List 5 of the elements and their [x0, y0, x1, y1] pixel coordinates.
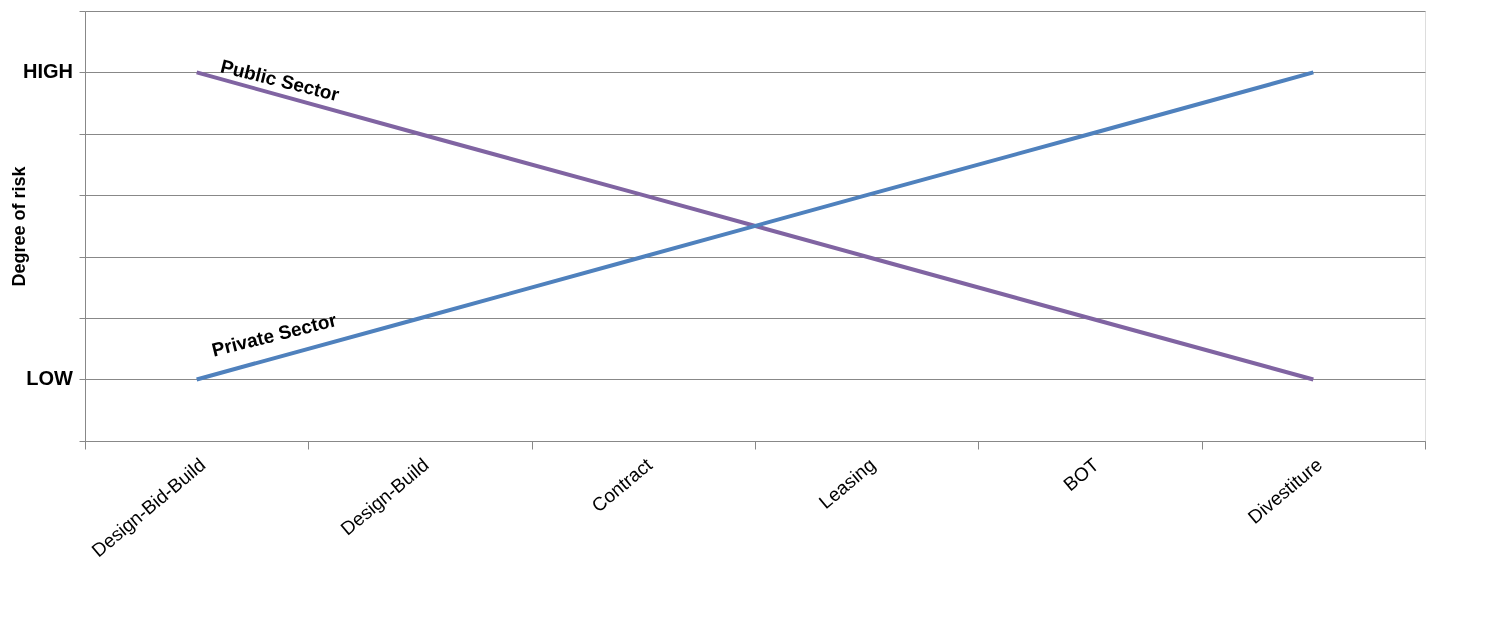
- y-axis-title: Degree of risk: [9, 165, 29, 287]
- text: Public Sector: [218, 55, 342, 106]
- text: HIGH: [23, 60, 73, 83]
- text: LOW: [26, 367, 74, 390]
- text: Private Sector: [209, 309, 340, 361]
